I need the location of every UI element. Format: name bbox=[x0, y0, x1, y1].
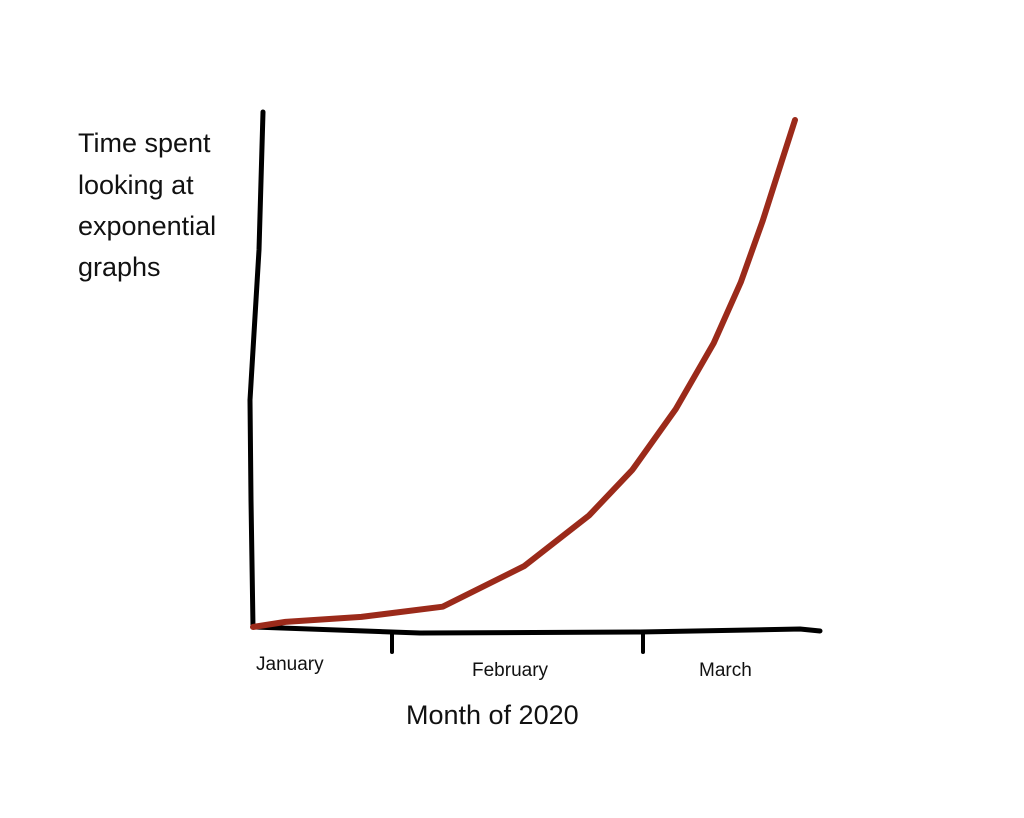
x-tick-label-march: March bbox=[699, 660, 752, 681]
y-axis-label-line-4: graphs bbox=[78, 252, 161, 282]
y-axis-label-line-3: exponential bbox=[78, 211, 216, 241]
x-axis-line bbox=[250, 624, 823, 636]
x-tick-label-january: January bbox=[256, 654, 324, 675]
x-ticks bbox=[390, 630, 645, 654]
series-line-1 bbox=[250, 117, 798, 630]
y-axis-label-line-2: looking at bbox=[78, 170, 194, 200]
x-axis-label: Month of 2020 bbox=[406, 700, 579, 730]
y-axis-label-line-1: Time spent bbox=[78, 128, 211, 158]
y-axis-line bbox=[247, 109, 266, 630]
axes bbox=[247, 109, 823, 636]
x-tick-label-february: February bbox=[472, 660, 549, 681]
series-layer bbox=[250, 117, 798, 630]
